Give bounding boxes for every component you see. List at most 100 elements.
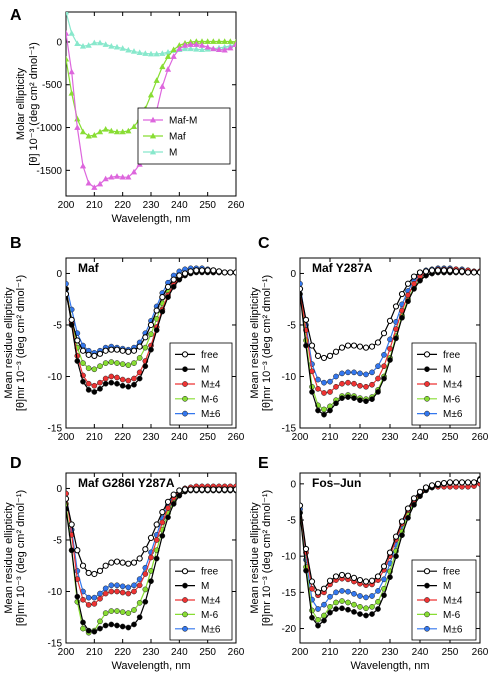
data-point <box>108 559 115 566</box>
data-point <box>345 379 351 386</box>
legend-label: free <box>201 567 219 578</box>
data-point <box>380 330 388 337</box>
legend-label: M <box>169 148 177 159</box>
data-point <box>369 369 375 376</box>
data-point <box>85 594 92 601</box>
data-point <box>392 533 400 540</box>
data-point <box>114 582 120 589</box>
data-point <box>470 479 478 486</box>
data-point <box>344 342 352 349</box>
data-point <box>147 50 155 57</box>
data-point <box>333 373 339 380</box>
data-point <box>97 379 103 386</box>
data-point <box>417 277 423 284</box>
data-point <box>345 588 351 595</box>
data-point <box>428 267 436 274</box>
series-2 <box>66 38 236 139</box>
data-point <box>350 342 358 349</box>
data-point <box>333 383 339 390</box>
data-point <box>66 290 70 298</box>
data-point <box>363 398 369 405</box>
legend-marker <box>182 395 188 402</box>
data-point <box>91 628 98 635</box>
data-point <box>204 267 211 274</box>
legend-marker <box>423 351 431 358</box>
data-point <box>210 38 217 44</box>
data-point <box>119 609 126 615</box>
data-point <box>153 327 160 333</box>
legend-marker <box>424 366 430 373</box>
data-point <box>79 562 87 569</box>
data-point <box>181 45 189 52</box>
data-point <box>125 46 132 53</box>
data-point <box>345 369 351 376</box>
data-point <box>97 618 103 625</box>
data-point <box>339 605 345 612</box>
data-point <box>148 578 154 585</box>
data-point <box>170 501 177 507</box>
data-point <box>91 594 98 601</box>
x-tick-label: 220 <box>352 432 369 443</box>
data-point <box>79 347 87 354</box>
data-point <box>102 175 109 182</box>
data-point <box>351 395 357 401</box>
legend-label: M±4 <box>443 596 463 607</box>
data-point <box>351 369 357 376</box>
legend-label: M <box>201 365 209 376</box>
y-tick-label: -15 <box>48 639 63 650</box>
data-point <box>339 380 345 387</box>
data-point <box>338 571 346 579</box>
data-point <box>327 609 333 616</box>
data-point <box>114 374 120 381</box>
plot-area <box>66 265 236 395</box>
y-tick-label: 0 <box>56 269 62 280</box>
data-point <box>131 607 137 613</box>
data-point <box>80 378 86 385</box>
legend-marker <box>182 582 188 589</box>
data-point <box>215 38 223 44</box>
data-point <box>464 479 472 486</box>
data-point <box>320 585 328 592</box>
data-point <box>381 363 387 370</box>
data-point <box>458 479 466 486</box>
data-point <box>102 585 109 592</box>
data-point <box>327 378 333 385</box>
data-point <box>399 532 405 539</box>
data-point <box>80 619 86 626</box>
data-point <box>119 347 126 354</box>
data-point <box>381 351 387 358</box>
data-point <box>221 269 228 276</box>
data-point <box>375 375 381 382</box>
data-point <box>97 625 103 632</box>
data-point <box>393 553 399 560</box>
data-point <box>153 50 160 57</box>
data-point <box>399 314 405 321</box>
data-point <box>315 617 321 623</box>
data-point <box>119 589 126 596</box>
data-point <box>147 534 155 542</box>
legend-marker <box>424 395 430 402</box>
legend-marker <box>182 410 188 417</box>
data-point <box>66 490 69 497</box>
data-point <box>85 351 92 358</box>
legend-marker <box>181 351 189 358</box>
data-point <box>351 601 357 608</box>
data-point <box>102 360 109 366</box>
data-point <box>131 381 137 388</box>
legend-marker <box>424 381 430 387</box>
data-point <box>119 583 126 590</box>
data-point <box>381 576 387 583</box>
y-axis-label-line2: [θ]mr 10⁻³ (deg cm² dmol⁻¹) <box>15 275 27 411</box>
data-point <box>114 360 120 366</box>
data-point <box>204 38 211 44</box>
legend-label: M±6 <box>201 624 221 635</box>
data-point <box>148 331 154 338</box>
data-point <box>125 127 132 134</box>
data-point <box>125 560 132 567</box>
x-tick-label: 260 <box>228 647 245 658</box>
data-point <box>387 574 393 581</box>
y-tick-label: -500 <box>42 80 62 91</box>
data-point <box>410 495 418 502</box>
data-point <box>369 593 375 599</box>
data-point <box>130 123 138 130</box>
